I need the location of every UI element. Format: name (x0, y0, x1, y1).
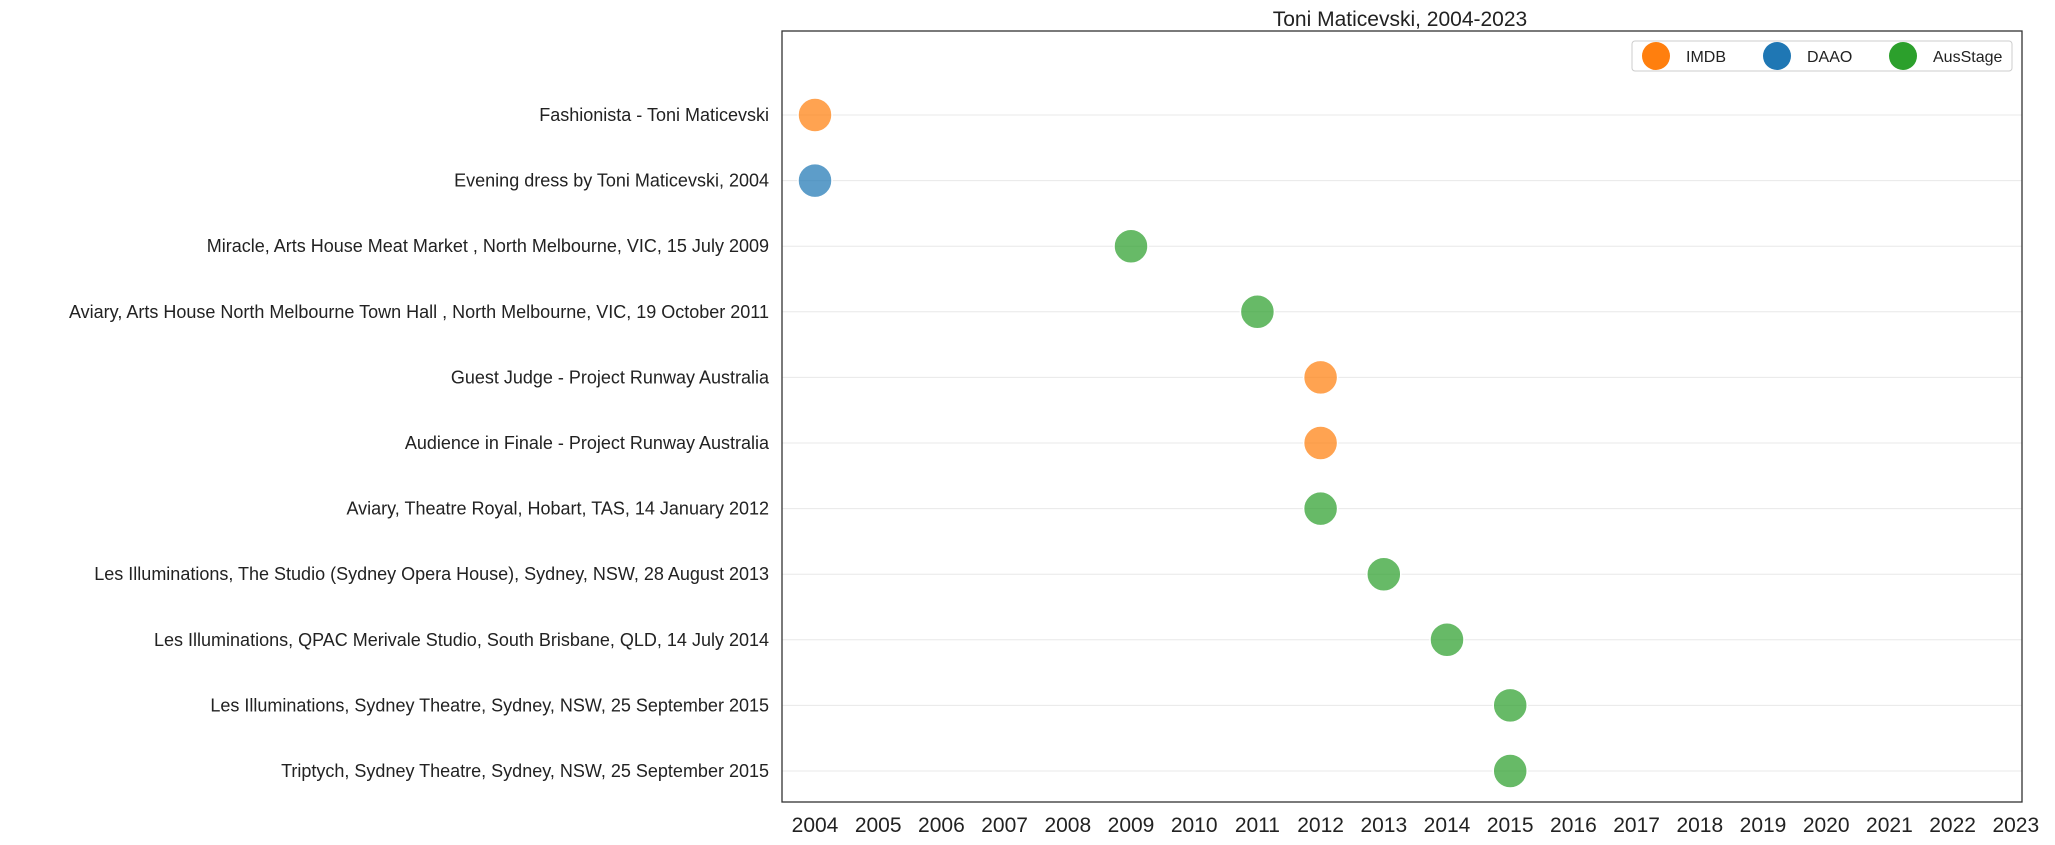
y-tick-label: Aviary, Theatre Royal, Hobart, TAS, 14 J… (346, 499, 769, 519)
data-points (797, 97, 1528, 789)
data-point-imdb (1302, 359, 1339, 396)
data-point-ausstage (1302, 490, 1339, 527)
data-point-ausstage (1239, 294, 1276, 330)
x-tick-labels: 2004 2005 2006 2007 2008 2009 2010 2011 2012 2013… (792, 814, 2040, 837)
legend-box (1631, 40, 2013, 72)
y-tick-label: Triptych, Sydney Theatre, Sydney, NSW, 2… (281, 761, 769, 781)
legend-label-imdb: IMDB (1686, 49, 1726, 66)
x-tick-label: 2006 (918, 814, 965, 837)
x-tick-label: 2015 (1487, 814, 1534, 837)
x-tick-label: 2005 (855, 814, 902, 837)
legend-marker-ausstage (1889, 42, 1917, 70)
y-tick-label: Aviary, Arts House North Melbourne Town … (69, 302, 769, 322)
x-tick-label: 2019 (1740, 814, 1787, 837)
plot-frame (781, 30, 2023, 803)
x-tick-label: 2022 (1929, 814, 1976, 837)
legend-marker-imdb (1642, 42, 1670, 70)
x-tick-label: 2009 (1108, 814, 1155, 837)
x-tick-label: 2008 (1044, 814, 1091, 837)
data-point-ausstage (1429, 622, 1465, 658)
x-tick-label: 2018 (1676, 814, 1723, 837)
data-point-imdb (797, 97, 833, 133)
x-tick-label: 2010 (1171, 814, 1218, 837)
data-point-ausstage (1492, 753, 1528, 789)
x-tick-label: 2004 (792, 814, 839, 837)
x-tick-label: 2014 (1424, 814, 1471, 837)
chart-title: Toni Maticevski, 2004-2023 (1273, 8, 1527, 31)
y-tick-label: Miracle, Arts House Meat Market , North … (207, 236, 769, 256)
gridlines (782, 114, 2022, 772)
data-point-imdb (1302, 425, 1339, 461)
x-tick-label: 2023 (1992, 814, 2039, 837)
x-tick-label: 2011 (1235, 814, 1280, 837)
data-point-ausstage (1492, 687, 1528, 724)
y-tick-label: Audience in Finale - Project Runway Aust… (405, 433, 770, 453)
legend: IMDB DAAO AusStage (1631, 40, 2013, 72)
y-tick-labels: Fashionista - Toni Maticevski Evening dre… (69, 105, 770, 781)
x-tick-label: 2017 (1613, 814, 1660, 837)
y-tick-label: Les Illuminations, The Studio (Sydney Op… (94, 564, 769, 584)
y-tick-label: Guest Judge - Project Runway Australia (451, 367, 770, 387)
legend-label-ausstage: AusStage (1933, 49, 2002, 66)
y-tick-label: Les Illuminations, Sydney Theatre, Sydne… (210, 695, 769, 715)
x-tick-label: 2020 (1803, 814, 1850, 837)
x-tick-label: 2007 (981, 814, 1028, 837)
x-tick-label: 2013 (1360, 814, 1407, 837)
y-tick-label: Les Illuminations, QPAC Merivale Studio,… (154, 630, 769, 650)
legend-marker-daao (1763, 42, 1791, 70)
data-point-ausstage (1113, 228, 1149, 264)
x-tick-label: 2021 (1866, 814, 1913, 837)
y-tick-label: Fashionista - Toni Maticevski (539, 105, 769, 125)
y-tick-label: Evening dress by Toni Maticevski, 2004 (454, 171, 769, 191)
legend-label-daao: DAAO (1807, 49, 1852, 66)
x-tick-label: 2012 (1297, 814, 1344, 837)
data-point-ausstage (1366, 556, 1402, 592)
data-point-daao (797, 162, 833, 199)
x-tick-label: 2016 (1550, 814, 1597, 837)
